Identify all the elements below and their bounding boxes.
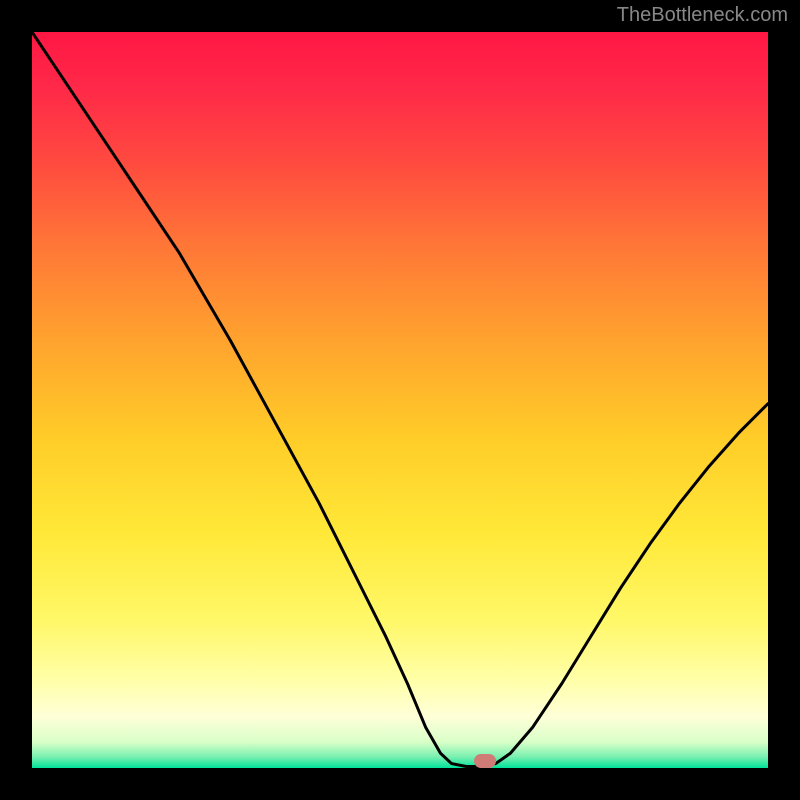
plot-area (32, 32, 768, 768)
bottleneck-curve (32, 32, 768, 768)
optimal-marker (474, 754, 496, 768)
watermark-text: TheBottleneck.com (617, 4, 788, 27)
